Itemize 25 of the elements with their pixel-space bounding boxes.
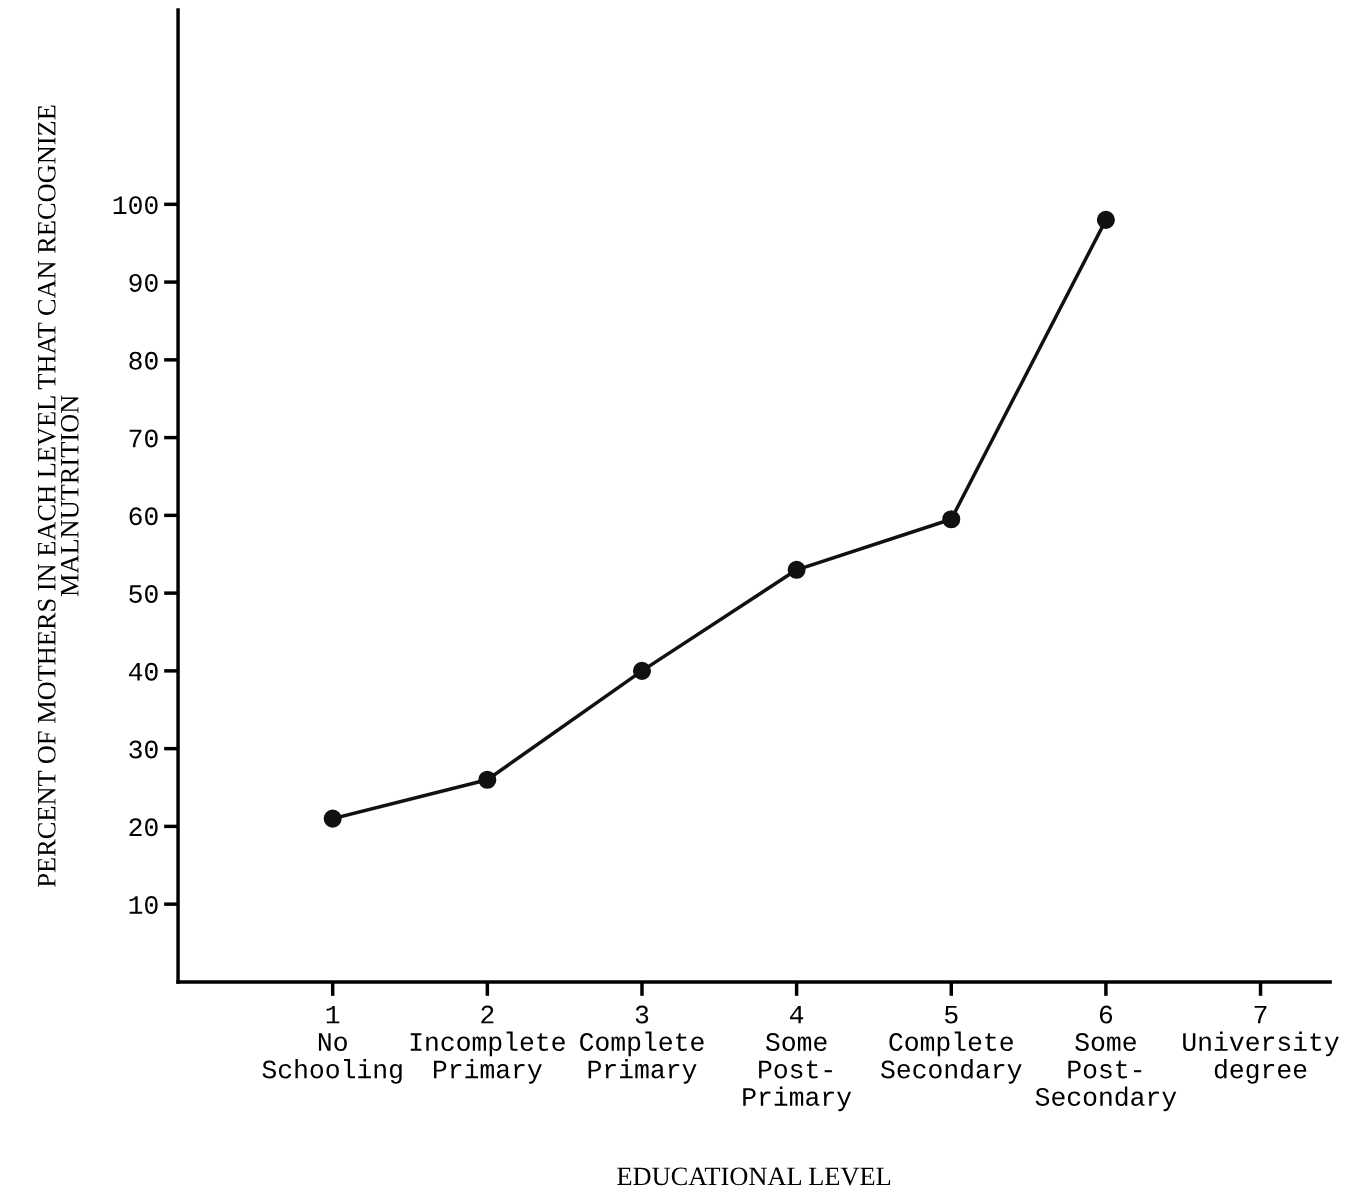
x-tick-label: 6 Some Post- Secondary [1035, 1005, 1177, 1112]
y-tick-label: 30 [129, 740, 158, 759]
x-tick-label: 7 University degree [1183, 1005, 1339, 1084]
point [323, 809, 342, 828]
x-tick-label: 3 Complete Primary [580, 1005, 704, 1084]
y-tick-label: 70 [129, 429, 158, 448]
y-tick-label: 90 [129, 273, 158, 292]
y-tick-label: 100 [113, 196, 158, 215]
y-tick-label: 80 [129, 351, 158, 370]
x-axis-title: EDUCATIONAL LEVEL [617, 1167, 891, 1186]
x-tick-label: 1 No Schooling [262, 1005, 402, 1084]
x-tick-label: 4 Some Post- Primary [743, 1005, 852, 1112]
point [1096, 210, 1115, 229]
point [787, 560, 806, 579]
point [478, 770, 497, 789]
y-tick-label: 20 [129, 818, 158, 837]
point [942, 510, 961, 529]
x-tick-label: 2 Incomplete Primary [410, 1005, 565, 1084]
y-axis-title: PERCENT OF MOTHERS IN EACH LEVEL THAT CAN RECOGNIZE MALNUTRITION [37, 105, 79, 887]
x-tick-label: 5 Complete Secondary [881, 1005, 1022, 1084]
y-tick-label: 10 [129, 896, 158, 914]
y-tick-label: 50 [129, 585, 158, 603]
point [632, 661, 652, 680]
y-tick-label: 40 [128, 662, 158, 681]
y-tick-label: 60 [129, 507, 158, 526]
